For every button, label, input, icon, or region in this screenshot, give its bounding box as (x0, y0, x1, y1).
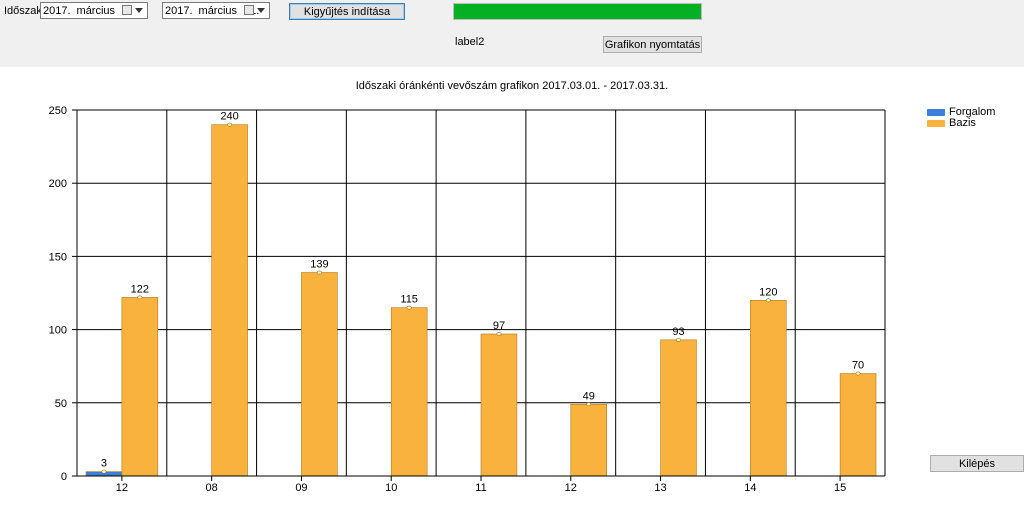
legend-item-forgalom: Forgalom (927, 106, 995, 118)
bar-bazis (570, 403, 607, 477)
data-label: 70 (852, 360, 864, 372)
x-tick-label: 12 (565, 482, 577, 494)
bar-marker (137, 295, 143, 300)
x-tick-label: 15 (834, 482, 846, 494)
dropdown-arrow-icon[interactable] (257, 8, 265, 13)
x-tick-label: 11 (475, 482, 486, 494)
start-collection-button[interactable]: Kigyűjtés indítása (289, 3, 405, 20)
calendar-icon[interactable] (244, 5, 254, 15)
y-tick-label: 100 (49, 325, 67, 337)
bar-bazis (211, 124, 248, 477)
end-date-year[interactable]: 2017. (165, 4, 193, 17)
data-label: 3 (101, 458, 107, 470)
bar-marker (316, 270, 322, 275)
progress-fill (454, 4, 701, 19)
bar-bazis (480, 333, 518, 477)
legend-item-bazis: Bazis (927, 117, 976, 129)
data-label: 49 (583, 390, 595, 402)
exit-button[interactable]: Kilépés (930, 455, 1024, 472)
bar-marker (406, 305, 412, 310)
start-date-year[interactable]: 2017. (43, 4, 71, 17)
y-tick-label: 50 (55, 398, 67, 410)
data-label: 120 (759, 286, 777, 298)
period-label: Időszak: (4, 5, 45, 17)
legend-swatch-bazis (927, 119, 945, 127)
bar-bazis (390, 307, 428, 477)
end-date-picker[interactable]: 2017. március 31. (162, 2, 270, 19)
bar-bazis (660, 339, 697, 477)
bar-bazis (839, 373, 877, 477)
y-tick-label: 0 (61, 471, 67, 483)
legend-label-bazis: Bazis (949, 117, 976, 129)
x-tick-label: 13 (654, 482, 666, 494)
progress-bar (453, 3, 702, 20)
chart-legend: Forgalom Bazis (922, 104, 997, 132)
end-date-month[interactable]: március (198, 4, 238, 17)
chart-title: Időszaki óránkénti vevőszám grafikon 201… (355, 80, 669, 92)
status-label: label2 (455, 36, 485, 48)
bar-marker (855, 371, 861, 376)
bar-marker (586, 402, 592, 407)
data-label: 139 (310, 259, 328, 271)
y-tick-label: 200 (49, 178, 67, 190)
y-tick-label: 250 (49, 105, 67, 117)
print-chart-button[interactable]: Grafikon nyomtatás (603, 36, 702, 53)
data-label: 122 (131, 283, 149, 295)
bar-bazis (750, 300, 787, 477)
dropdown-arrow-icon[interactable] (135, 8, 143, 13)
data-label: 240 (220, 111, 238, 123)
x-tick-label: 09 (295, 482, 307, 494)
x-tick-label: 14 (744, 482, 756, 494)
start-date-picker[interactable]: 2017. március 1. (40, 2, 148, 19)
x-tick-label: 08 (206, 482, 218, 494)
data-label: 97 (493, 320, 505, 332)
bar-marker (496, 332, 502, 336)
y-tick-label: 150 (49, 251, 67, 263)
start-date-month[interactable]: március (76, 4, 116, 17)
data-label: 115 (400, 294, 418, 306)
x-tick-label: 10 (385, 482, 397, 494)
legend-swatch-forgalom (927, 108, 945, 116)
calendar-icon[interactable] (122, 5, 132, 15)
x-tick-label: 12 (116, 482, 128, 494)
data-label: 93 (672, 326, 684, 338)
bar-marker (676, 337, 682, 342)
bar-marker (765, 298, 771, 303)
bar-marker (101, 469, 107, 474)
legend-label-forgalom: Forgalom (949, 106, 996, 118)
bar-bazis (301, 272, 338, 477)
bar-bazis (121, 297, 159, 477)
bar-marker (227, 122, 233, 127)
